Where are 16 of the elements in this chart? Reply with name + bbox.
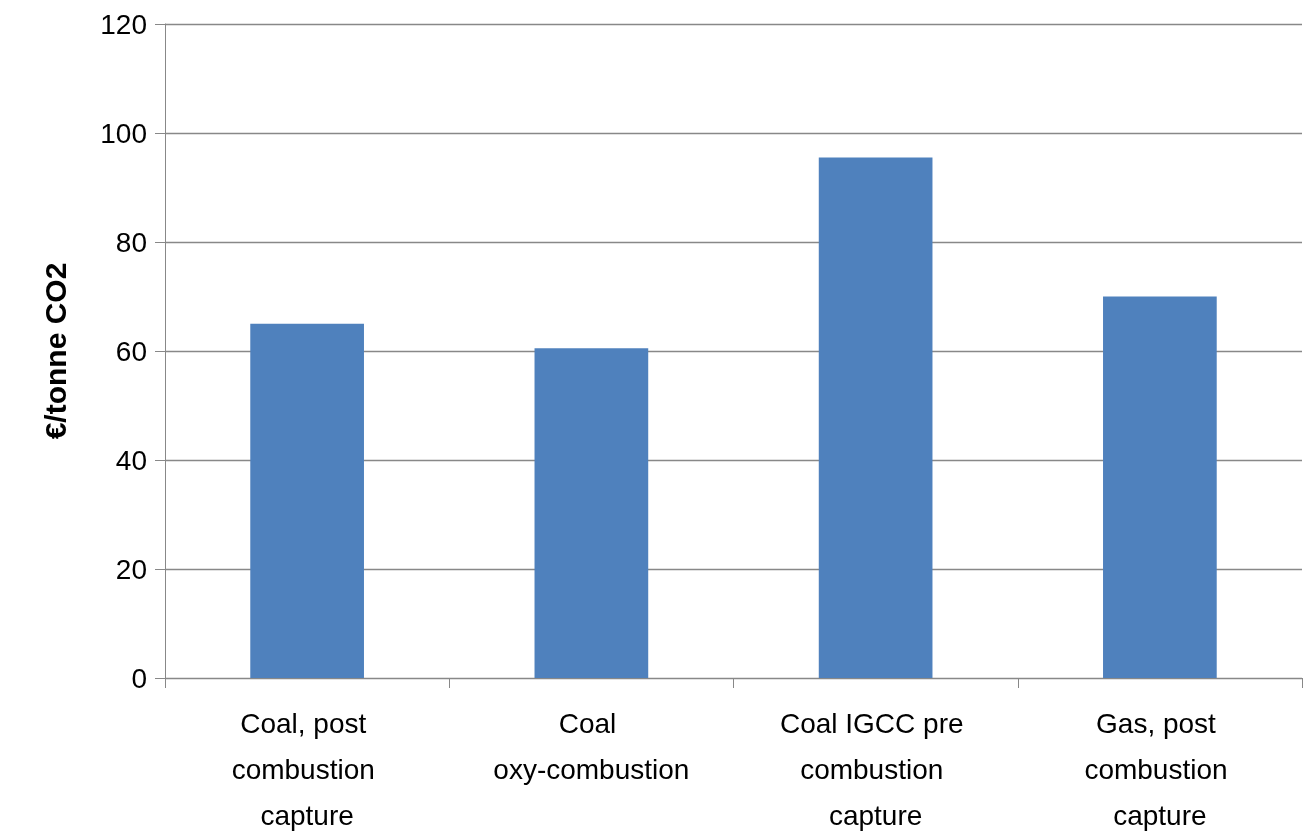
bar — [250, 323, 364, 678]
bar — [818, 157, 933, 678]
x-tick-label: Coal oxy-combustion — [493, 707, 690, 785]
y-tick-label: 0 — [131, 662, 147, 694]
x-tick-label: Coal IGCC pre combustion capture — [779, 707, 972, 831]
y-tick-label: 100 — [100, 117, 147, 149]
bar — [534, 348, 649, 678]
y-tick-label: 40 — [115, 444, 147, 476]
y-tick-label: 20 — [115, 553, 147, 585]
x-tick-label: Coal, post combustion capture — [231, 707, 383, 831]
y-tick-label: 120 — [100, 8, 147, 40]
y-tick-label: 60 — [115, 335, 147, 367]
y-tick-label: 80 — [115, 226, 147, 258]
bar — [1103, 296, 1217, 678]
y-axis-title: €/tonne CO2 — [38, 262, 72, 440]
x-tick-label: Gas, post combustion capture — [1084, 707, 1236, 831]
